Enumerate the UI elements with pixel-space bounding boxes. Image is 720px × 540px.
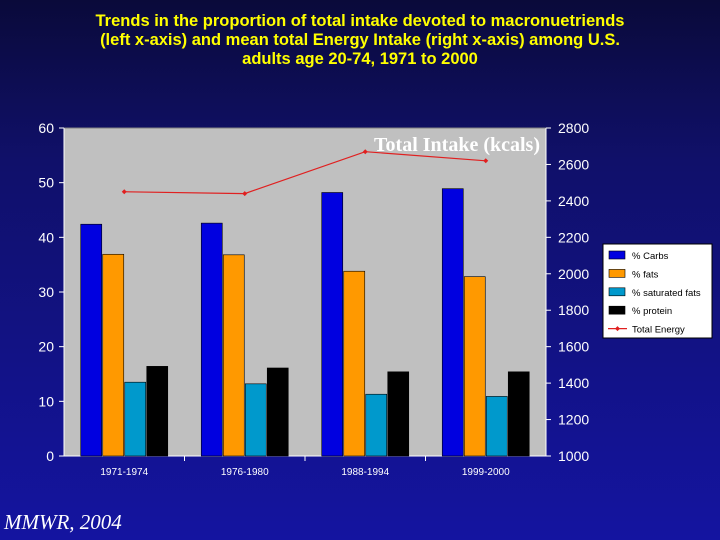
- legend-label: Total Energy: [632, 325, 685, 336]
- right-axis-tick-label: 2000: [558, 266, 589, 282]
- x-axis-tick-label: 1988-1994: [341, 467, 389, 478]
- source-note: MMWR, 2004: [4, 510, 122, 534]
- right-axis-tick-label: 1800: [558, 302, 589, 318]
- x-axis-tick-label: 1971-1974: [100, 467, 148, 478]
- right-axis-tick-label: 2400: [558, 193, 589, 209]
- legend-label: % Carbs: [632, 251, 669, 262]
- energy-point: [242, 191, 248, 197]
- legend-label: % protein: [632, 306, 672, 317]
- annotation-total-intake: Total Intake (kcals): [374, 134, 540, 156]
- title-line-2: (left x-axis) and mean total Energy Inta…: [100, 31, 620, 49]
- right-axis-tick-label: 2600: [558, 156, 589, 172]
- right-axis-tick-label: 1000: [558, 448, 589, 464]
- bar-protein: [146, 366, 169, 457]
- energy-point: [121, 189, 127, 195]
- legend-swatch: [608, 250, 626, 260]
- left-axis-tick-label: 50: [38, 175, 54, 191]
- bar-saturated-fats: [244, 383, 267, 457]
- left-axis-tick-label: 60: [38, 120, 54, 136]
- bar-protein: [507, 371, 530, 457]
- left-axis-tick-label: 10: [38, 393, 54, 409]
- left-axis-tick-label: 40: [38, 229, 54, 245]
- bar-fats: [102, 253, 125, 457]
- right-axis-tick-label: 1200: [558, 412, 589, 428]
- slide-title: Trends in the proportion of total intake…: [40, 12, 680, 69]
- legend-swatch: [608, 269, 626, 278]
- bar-carbs: [441, 188, 464, 457]
- x-axis-tick-label: 1999-2000: [462, 467, 510, 478]
- energy-line: [124, 151, 486, 195]
- legend-swatch: [608, 305, 626, 315]
- bar-fats: [222, 254, 245, 457]
- right-axis-tick-label: 1400: [558, 375, 589, 391]
- left-axis-tick-label: 20: [38, 339, 54, 355]
- bar-saturated-fats: [124, 381, 147, 457]
- legend-line-marker: [615, 326, 620, 332]
- bar-protein: [387, 371, 410, 457]
- left-axis-tick-label: 30: [38, 284, 54, 300]
- right-axis-tick-label: 2200: [558, 229, 589, 245]
- bar-saturated-fats: [485, 396, 508, 457]
- bar-fats: [463, 276, 486, 457]
- energy-point: [362, 149, 368, 155]
- legend-label: % fats: [632, 269, 659, 280]
- bar-carbs: [200, 222, 223, 457]
- legend-swatch: [608, 287, 626, 297]
- right-axis-tick-label: 1600: [558, 339, 589, 355]
- x-axis-tick-label: 1976-1980: [221, 467, 269, 478]
- energy-point: [483, 158, 489, 164]
- left-axis-tick-label: 0: [46, 448, 54, 464]
- title-line-3: adults age 20-74, 1971 to 2000: [242, 50, 478, 68]
- bar-saturated-fats: [365, 393, 388, 457]
- bar-protein: [266, 367, 289, 457]
- right-axis-tick-label: 2800: [558, 120, 589, 136]
- bar-carbs: [321, 192, 344, 457]
- title-line-1: Trends in the proportion of total intake…: [95, 12, 625, 30]
- bar-fats: [343, 270, 366, 457]
- bar-carbs: [80, 223, 103, 457]
- legend-label: % saturated fats: [632, 288, 701, 299]
